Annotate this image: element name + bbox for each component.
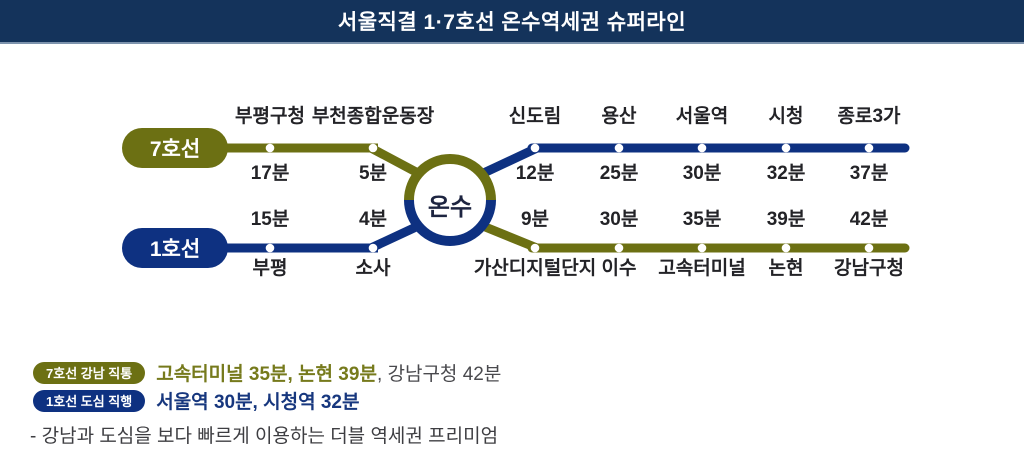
line1-summary-highlight: 서울역 30분, 시청역 32분 [156,392,360,413]
line7-summary-rest: , 강남구청 42분 [376,364,502,385]
station-name: 부천종합운동장 [311,106,435,127]
travel-time: 30분 [682,163,722,184]
line7-summary-text: 고속터미널 35분, 논현 39분, 강남구청 42분 [156,359,501,386]
summary-row-line7: 7호선 강남 직통 고속터미널 35분, 논현 39분, 강남구청 42분 [33,359,501,386]
footnote: - 강남과 도심을 보다 빠르게 이용하는 더블 역세권 프리미엄 [30,426,499,447]
station-name: 신도림 [508,106,562,127]
station-name: 종로3가 [837,106,901,127]
travel-time: 9분 [520,209,550,230]
header-bar: 서울직결 1·7호선 온수역세권 슈퍼라인 [0,0,1024,44]
station-name: 소사 [355,258,391,279]
station-name: 고속터미널 [658,258,746,279]
travel-time: 4분 [358,209,388,230]
bottom-row-station-dots [265,243,874,253]
travel-time: 37분 [849,163,889,184]
hub-ring-top [404,154,496,201]
travel-time: 39분 [766,209,806,230]
travel-time: 35분 [682,209,722,230]
travel-time: 17분 [250,163,290,184]
page-title: 서울직결 1·7호선 온수역세권 슈퍼라인 [337,11,687,34]
travel-time: 32분 [766,163,806,184]
line1-summary-badge: 1호선 도심 직행 [33,389,146,412]
top-row-station-dots [265,143,874,153]
summary-row-line1: 1호선 도심 직행 서울역 30분, 시청역 32분 [33,387,359,414]
line7-badge: 7호선 [122,128,228,168]
travel-time: 12분 [515,163,555,184]
station-name: 시청 [768,106,804,127]
hub-circle-core [413,163,487,237]
station-name: 논현 [768,258,804,279]
travel-time: 25분 [599,163,639,184]
station-name: 이수 [601,258,637,279]
line7-summary-badge: 7호선 강남 직통 [33,361,146,384]
station-name: 부평구청 [235,106,305,127]
hub-station-label: 온수 [427,194,473,221]
line1-badge: 1호선 [122,228,228,268]
travel-time: 30분 [599,209,639,230]
station-name: 부평 [252,258,288,279]
line7-summary-highlight: 고속터미널 35분, 논현 39분 [156,364,377,385]
station-name: 용산 [601,106,637,127]
travel-time: 42분 [849,209,889,230]
travel-time: 15분 [250,209,290,230]
station-name: 서울역 [675,106,729,127]
station-name: 강남구청 [834,258,904,279]
hub-ring-bottom [404,199,496,246]
travel-time: 5분 [358,163,388,184]
station-name: 가산디지털단지 [473,258,597,279]
